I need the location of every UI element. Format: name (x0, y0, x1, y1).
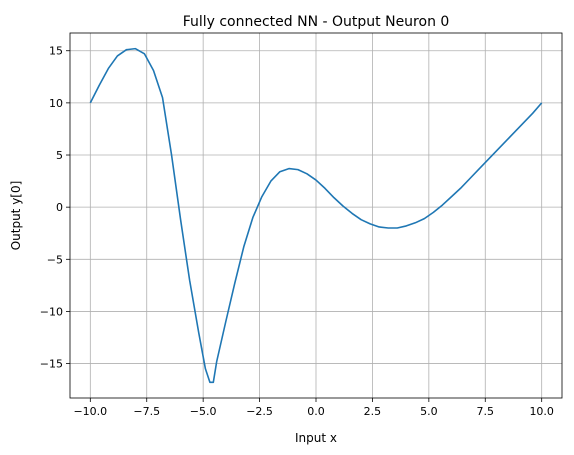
y-tick-label: −5 (47, 253, 63, 266)
series-layer (89, 47, 543, 384)
x-tick-label: −10.0 (73, 405, 107, 418)
y-tick-label: −10 (40, 305, 63, 318)
y-tick-label: 0 (56, 201, 63, 214)
chart-title: Fully connected NN - Output Neuron 0 (183, 14, 450, 30)
x-tick-label: 7.5 (477, 405, 495, 418)
y-tick-label: 10 (49, 97, 63, 110)
x-tick-label: 10.0 (529, 405, 554, 418)
x-tick-label: −5.0 (190, 405, 217, 418)
x-tick-label: 5.0 (420, 405, 438, 418)
x-axis-label: Input x (295, 431, 337, 445)
y-tick-label: −15 (40, 358, 63, 371)
x-tick-label: −7.5 (133, 405, 160, 418)
axis-ticks: −10.0 −7.5 −5.0 −2.5 0.0 2.5 5.0 7.5 10.0 −15 −10 −… (40, 45, 554, 418)
x-tick-label: 2.5 (364, 405, 382, 418)
y-tick-label: 5 (56, 149, 63, 162)
y-tick-label: 15 (49, 45, 63, 58)
y-axis-label: Output y[0] (9, 181, 23, 251)
x-tick-label: −2.5 (246, 405, 273, 418)
grid-lines (70, 33, 562, 398)
series-line-output-neuron-0 (89, 47, 543, 384)
x-tick-label: 0.0 (307, 405, 325, 418)
